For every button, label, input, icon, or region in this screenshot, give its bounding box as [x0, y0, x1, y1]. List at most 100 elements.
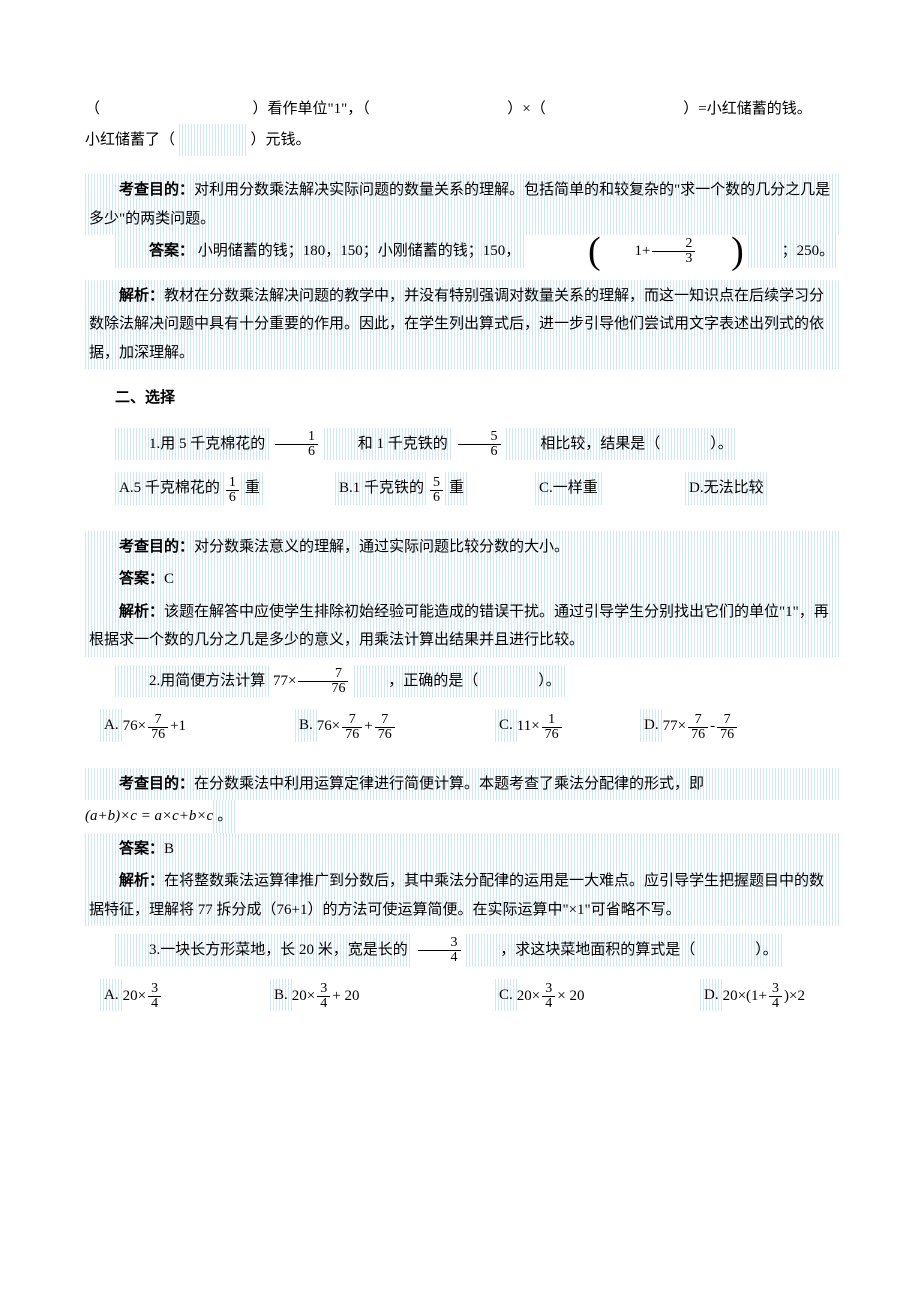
expr: 20×(1+34)×2 [723, 982, 805, 1011]
q2-option-d: D. 77×776-776 [640, 709, 739, 742]
q1-jiexi-text: 该题在解答中应使学生排除初始经验可能造成的错误干扰。通过引导学生分别找出它们的单… [89, 604, 829, 649]
jiexi-block: 解析：教材在分数乘法解决问题的教学中，并没有特别强调对数量关系的理解，而这一知识… [85, 280, 840, 370]
jiexi-label: 解析： [119, 288, 164, 304]
q2-kaochamude: 考查目的：在分数乘法中利用运算定律进行简便计算。本题考查了乘法分配律的形式，即 [85, 768, 840, 801]
fraction: 16 [275, 430, 318, 459]
label: B. [295, 709, 317, 742]
fraction: 776 [298, 667, 348, 696]
optA-suffix: 重 [241, 472, 264, 505]
kaochamude-text: 对利用分数乘法解决实际问题的数量关系的理解。包括简单的和较复杂的"求一个数的几分… [89, 182, 830, 227]
q2-option-c: C. 11×176 [495, 709, 640, 742]
q3-option-c: C. 20×34× 20 [495, 979, 700, 1012]
q3-option-b: B. 20×34+ 20 [270, 979, 495, 1012]
q2-option-b: B. 76×776+776 [295, 709, 495, 742]
fraction: 776 [342, 713, 362, 742]
daan-suffix: ；250。 [748, 235, 839, 268]
fraction: 776 [375, 713, 395, 742]
q1-jiexi: 解析：该题在解答中应使学生排除初始经验可能造成的错误干扰。通过引导学生分别找出它… [85, 596, 840, 657]
jiexi-text: 教材在分数乘法解决问题的教学中，并没有特别强调对数量关系的理解，而这一知识点在后… [89, 288, 824, 361]
fraction: 776 [717, 713, 737, 742]
text: ）×（ [507, 101, 545, 117]
label: D. [700, 979, 723, 1012]
q1-kaocha-text: 对分数乘法意义的理解，通过实际问题比较分数的大小。 [194, 539, 569, 555]
q2-main: 77×776 [273, 673, 354, 689]
text: ）元钱。 [251, 132, 311, 148]
label: A. [100, 979, 123, 1012]
text: ）看作单位"1"，（ [253, 101, 370, 117]
q2-daan-text: B [164, 841, 174, 857]
q1-prefix: 1.用 5 千克棉花的 [115, 428, 269, 461]
intro-line-1: （ ）看作单位"1"，（ ）×（ ）=小红储蓄的钱。 [85, 95, 840, 124]
expr: 20×34× 20 [517, 982, 585, 1011]
q3-suffix: ，求这块菜地面积的算式是（）。 [466, 934, 782, 967]
q1-option-a: A.5 千克棉花的 16 重 [115, 472, 335, 505]
expr: 20×34+ 20 [292, 982, 360, 1011]
fraction: 34 [418, 936, 461, 965]
label: B. [270, 979, 292, 1012]
q1-daan: 答案：C [85, 563, 840, 596]
daan-block: 答案： 小明储蓄的钱；180，150；小刚储蓄的钱；150， ( 1+23 ) … [85, 235, 840, 268]
q1-option-c: C.一样重 [535, 472, 685, 505]
q2-daan: 答案：B [85, 833, 840, 866]
fraction: 56 [458, 430, 501, 459]
question-2: 2.用简便方法计算 77×776 ，正确的是（）。 [85, 665, 840, 698]
right-paren-icon: ) [701, 236, 744, 266]
fraction: 34 [542, 982, 555, 1011]
text: 小红储蓄了（ [85, 132, 175, 148]
q3-option-a: A. 20×34 [100, 979, 270, 1012]
optB-prefix: B.1 千克铁的 [335, 472, 428, 505]
q3-prefix: 3.一块长方形菜地，长 20 米，宽是长的 [115, 934, 412, 967]
fraction: 16 [226, 476, 239, 505]
distributive-formula: (a+b)×c = a×c+b×c [85, 808, 213, 824]
document-page: （ ）看作单位"1"，（ ）×（ ）=小红储蓄的钱。 小红储蓄了（ ）元钱。 考… [0, 0, 920, 1073]
label: D. [640, 709, 663, 742]
text: ）=小红储蓄的钱。 [683, 101, 811, 117]
fraction: 56 [430, 476, 443, 505]
fraction: 776 [688, 713, 708, 742]
paren-fraction: ( 1+23 ) [528, 236, 744, 266]
intro-line-2: 小红储蓄了（ ）元钱。 [85, 124, 840, 157]
fraction: 176 [542, 713, 562, 742]
daan-prefix: 小明储蓄的钱；180，150；小刚储蓄的钱；150， [194, 243, 520, 259]
q1-suffix: 相比较，结果是（）。 [506, 428, 737, 461]
q2-kaocha-text: 在分数乘法中利用运算定律进行简便计算。本题考查了乘法分配律的形式，即 [194, 776, 704, 792]
fraction: 34 [769, 982, 782, 1011]
period: 。 [213, 800, 236, 833]
hatched-blank [179, 124, 247, 157]
expr: 20×34 [123, 982, 163, 1011]
label: C. [495, 979, 517, 1012]
daan-label: 答案： [119, 571, 164, 587]
q1-option-b: B.1 千克铁的 56 重 [335, 472, 535, 505]
hatched-prefix: 答案： 小明储蓄的钱；180，150；小刚储蓄的钱；150， [115, 235, 524, 268]
daan-label: 答案： [119, 841, 164, 857]
one-plus: 1+ [634, 243, 650, 259]
expr: 76×776+1 [123, 712, 186, 741]
q2-formula-line: (a+b)×c = a×c+b×c。 [85, 800, 840, 833]
q1-option-d: D.无法比较 [685, 472, 768, 505]
jiexi-label: 解析： [119, 604, 164, 620]
jiexi-label: 解析： [119, 873, 164, 889]
kaochamude-block: 考查目的：对利用分数乘法解决实际问题的数量关系的理解。包括简单的和较复杂的"求一… [85, 174, 840, 235]
label: A. [100, 709, 123, 742]
fraction: 34 [148, 982, 161, 1011]
q2-prefix: 2.用简便方法计算 [115, 665, 269, 698]
q1-daan-text: C [164, 571, 174, 587]
fraction: 776 [148, 713, 168, 742]
q1-mid: 和 1 千克铁的 [324, 428, 452, 461]
q2-options: A. 76×776+1 B. 76×776+776 C. 11×176 D. 7… [85, 709, 840, 742]
question-3: 3.一块长方形菜地，长 20 米，宽是长的 34 ，求这块菜地面积的算式是（）。 [85, 934, 840, 967]
kaochamude-label: 考查目的： [119, 182, 194, 198]
question-1: 1.用 5 千克棉花的 16 和 1 千克铁的 56 相比较，结果是（）。 [85, 428, 840, 461]
daan-label: 答案： [149, 243, 194, 259]
q2-jiexi: 解析：在将整数乘法运算律推广到分数后，其中乘法分配律的运用是一大难点。应引导学生… [85, 865, 840, 926]
optC: C.一样重 [535, 472, 602, 505]
q1-kaochamude: 考查目的：对分数乘法意义的理解，通过实际问题比较分数的大小。 [85, 531, 840, 564]
text: （ [85, 101, 100, 117]
expr: 11×176 [517, 712, 564, 741]
fraction: 34 [317, 982, 330, 1011]
kaochamude-label: 考查目的： [119, 776, 194, 792]
section-2-title: 二、选择 [85, 384, 840, 413]
label: C. [495, 709, 517, 742]
optA-prefix: A.5 千克棉花的 [115, 472, 224, 505]
q2-jiexi-text: 在将整数乘法运算律推广到分数后，其中乘法分配律的运用是一大难点。应引导学生把握题… [89, 873, 824, 918]
